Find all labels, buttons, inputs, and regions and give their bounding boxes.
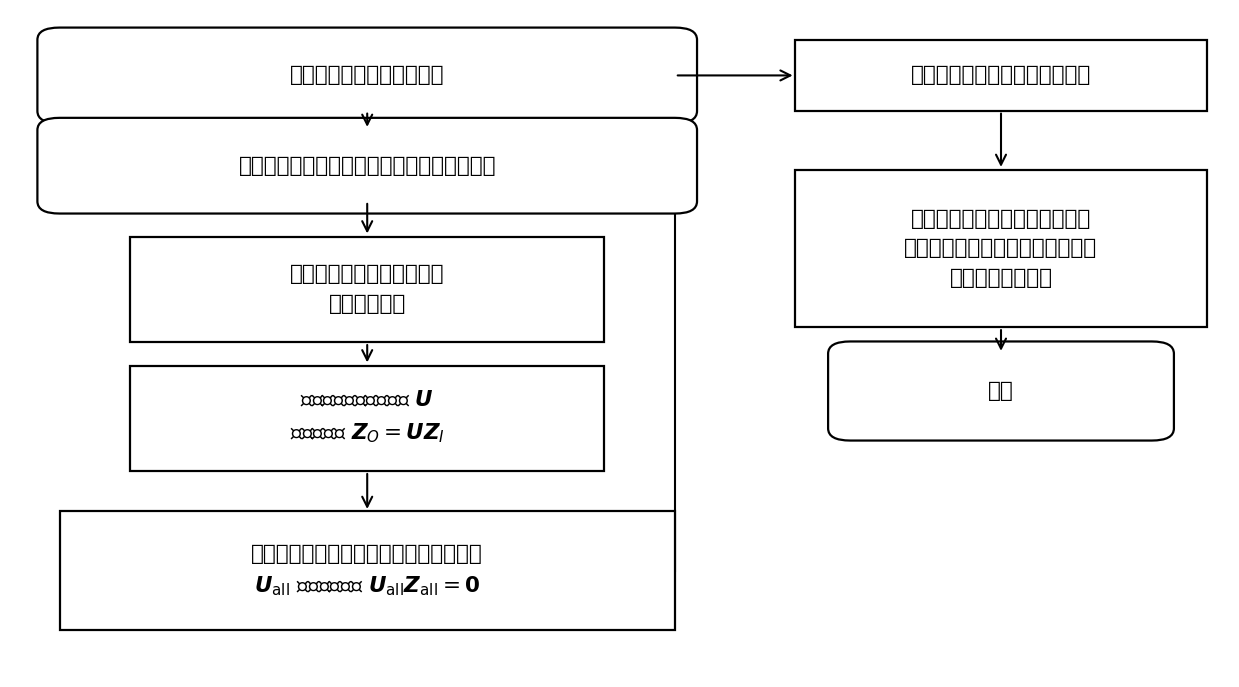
Text: 确定各元件的传递矩阵 $\boldsymbol{U}$
和传递方程 $\boldsymbol{Z}_O = \boldsymbol{U}\boldsymbol{: 确定各元件的传递矩阵 $\boldsymbol{U}$ 和传递方程 $\bold…	[290, 391, 445, 445]
FancyBboxPatch shape	[130, 365, 605, 471]
Text: 根据边界条件确定系统特征方程: 根据边界条件确定系统特征方程	[911, 65, 1092, 85]
FancyBboxPatch shape	[828, 341, 1173, 440]
Text: 求解系统特征方程得系统固有频
率和对应的特征矢量，即获得舵系
统的固有振动特性: 求解系统特征方程得系统固有频 率和对应的特征矢量，即获得舵系 统的固有振动特性	[904, 209, 1098, 288]
Text: 由元件的传递矩阵拼装系统的总传递矩阵
$\boldsymbol{U}_{\mathrm{all}}$ 和总传递方程 $\boldsymbol{U}_{\math: 由元件的传递矩阵拼装系统的总传递矩阵 $\boldsymbol{U}_{\mat…	[252, 543, 483, 598]
FancyBboxPatch shape	[795, 40, 1207, 111]
FancyBboxPatch shape	[37, 27, 698, 123]
Text: 推导考虑轴向振动的舵叶弯扭耦合梁传递矩阵: 推导考虑轴向振动的舵叶弯扭耦合梁传递矩阵	[238, 156, 496, 176]
FancyBboxPatch shape	[795, 170, 1207, 326]
FancyBboxPatch shape	[59, 511, 675, 630]
Text: 结束: 结束	[989, 381, 1014, 401]
FancyBboxPatch shape	[37, 118, 698, 214]
FancyBboxPatch shape	[130, 236, 605, 342]
Text: 对舵系统进行合理简化假设: 对舵系统进行合理简化假设	[290, 65, 445, 85]
Text: 建立舵系统整机系统多体系
统动力学模型: 建立舵系统整机系统多体系 统动力学模型	[290, 264, 445, 314]
